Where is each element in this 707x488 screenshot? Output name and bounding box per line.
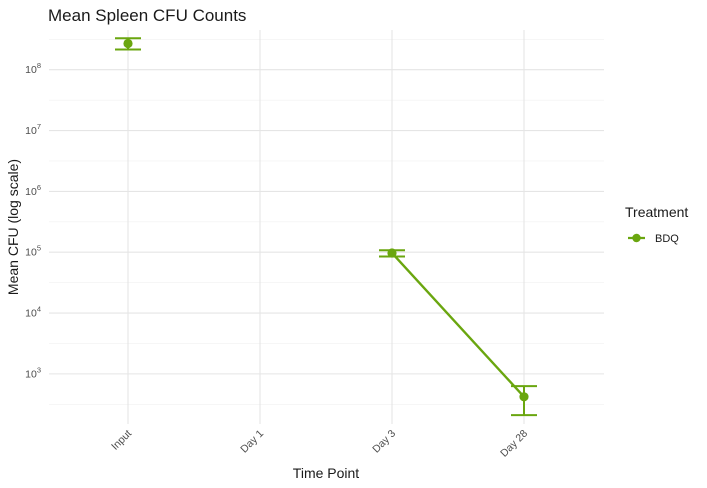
legend-key-point (632, 233, 641, 243)
y-tick-label: 103 (25, 365, 41, 380)
data-point (387, 248, 397, 258)
x-tick-label: Input (109, 428, 134, 453)
legend-label-bdq: BDQ (655, 233, 679, 245)
y-tick-label: 104 (25, 305, 41, 320)
x-tick-label: Day 28 (498, 428, 530, 460)
grid (49, 30, 604, 424)
chart-title: Mean Spleen CFU Counts (48, 6, 246, 25)
y-axis-ticks: 103 104 105 106 107 108 (25, 61, 41, 380)
series-line-segment (391, 252, 525, 398)
x-tick-label: Day 3 (370, 428, 398, 456)
legend: Treatment BDQ (625, 204, 688, 245)
y-tick-label: 107 (25, 122, 41, 137)
y-tick-label: 108 (25, 61, 41, 76)
y-tick-label: 106 (25, 183, 41, 198)
data-point (123, 38, 133, 49)
x-tick-label: Day 1 (238, 428, 266, 456)
legend-title: Treatment (625, 204, 688, 220)
data-point (519, 392, 529, 402)
x-axis-ticks: Input Day 1 Day 3 Day 28 (109, 428, 530, 460)
x-axis-title: Time Point (293, 465, 360, 481)
y-axis-title: Mean CFU (log scale) (5, 159, 21, 295)
y-tick-label: 105 (25, 244, 41, 259)
series-layer (115, 37, 537, 417)
